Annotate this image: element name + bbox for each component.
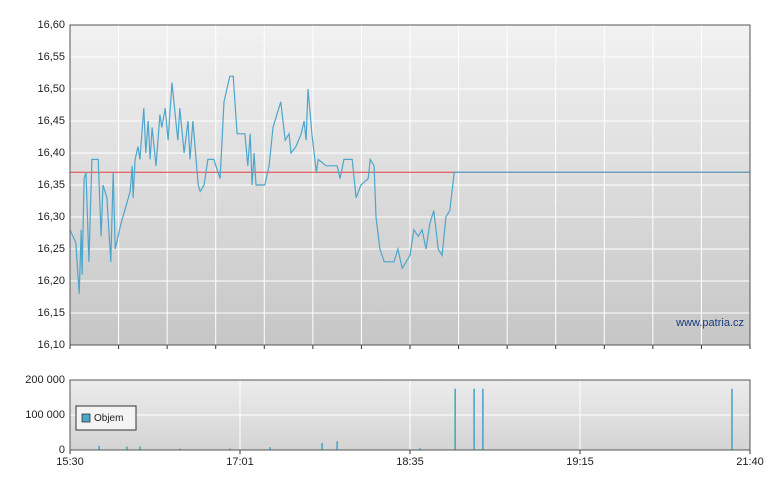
plot-frame	[69, 24, 751, 346]
y-tick-label: 0	[59, 444, 65, 456]
volume-bar	[473, 388, 475, 450]
y-tick-label: 16,20	[37, 275, 65, 287]
x-tick-label: 18:35	[396, 456, 424, 468]
y-tick-label: 16,10	[37, 339, 65, 351]
y-tick-label: 16,40	[37, 147, 65, 159]
y-tick-label: 16,25	[37, 243, 65, 255]
y-tick-label: 16,55	[37, 51, 65, 63]
y-tick-label: 16,60	[37, 19, 65, 31]
y-tick-label: 16,35	[37, 179, 65, 191]
x-tick-label: 15:30	[56, 456, 84, 468]
volume-bar	[419, 448, 421, 450]
volume-bar	[178, 448, 181, 450]
volume-bar	[731, 388, 733, 450]
volume-bar	[126, 446, 128, 450]
legend-label: Objem	[94, 413, 123, 424]
volume-bar	[269, 447, 271, 450]
x-tick-label: 21:40	[736, 456, 764, 468]
y-tick-label: 16,30	[37, 211, 65, 223]
legend-swatch	[81, 413, 91, 423]
volume-bar	[454, 388, 456, 450]
watermark: www.patria.cz	[675, 317, 744, 329]
volume-bar	[336, 441, 338, 450]
volume-bar	[321, 443, 323, 450]
x-tick-label: 17:01	[226, 456, 254, 468]
y-tick-label: 200 000	[25, 374, 65, 386]
volume-bar	[229, 448, 231, 450]
y-tick-label: 100 000	[25, 409, 65, 421]
plot-frame	[69, 379, 751, 451]
volume-bar	[139, 446, 141, 450]
volume-bar	[98, 445, 100, 450]
volume-bar	[482, 388, 484, 450]
y-tick-label: 16,45	[37, 115, 65, 127]
price-line	[69, 75, 750, 294]
x-tick-label: 19:15	[566, 456, 594, 468]
y-tick-label: 16,15	[37, 307, 65, 319]
y-tick-label: 16,50	[37, 83, 65, 95]
